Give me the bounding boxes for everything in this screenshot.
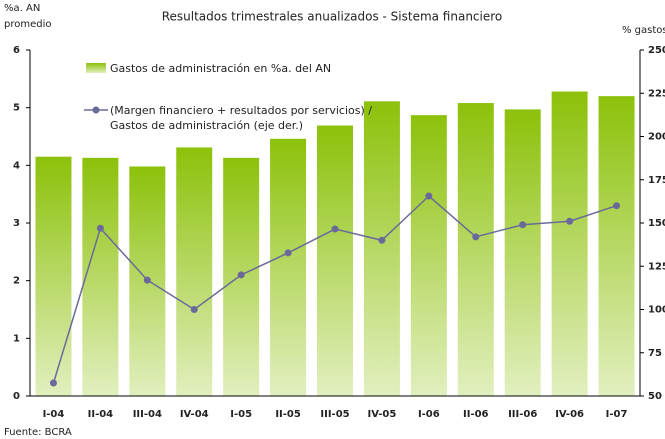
y2-tick-label: 125: [648, 261, 665, 272]
bar: [363, 101, 400, 396]
bar: [410, 115, 447, 396]
y2-tick-label: 75: [648, 348, 662, 359]
x-tick-label: III-04: [133, 409, 162, 420]
legend-bar: Gastos de administración en %a. del AN: [110, 62, 332, 75]
line-marker: [613, 202, 621, 210]
y2-axis-label: % gastos: [622, 25, 665, 36]
legend-swatch: [92, 106, 100, 114]
bar: [551, 91, 588, 397]
bar: [504, 109, 541, 396]
y2-tick-label: 225: [648, 88, 665, 99]
y-tick-label: 1: [13, 333, 20, 344]
x-tick-label: III-05: [320, 409, 349, 420]
line-marker: [472, 233, 480, 241]
line-marker: [425, 192, 433, 200]
bar: [35, 156, 72, 396]
x-tick-label: I-06: [418, 409, 440, 420]
y-tick-label: 3: [13, 218, 20, 229]
y-axis-label: %a. AN: [4, 3, 40, 14]
y-tick-label: 2: [13, 276, 20, 287]
line-marker: [519, 221, 527, 229]
line-marker: [566, 217, 574, 225]
bar: [317, 125, 353, 396]
y2-tick-label: 150: [648, 218, 665, 229]
x-tick-label: IV-06: [555, 409, 584, 420]
line-marker: [331, 225, 339, 233]
legend-swatch: [86, 63, 106, 73]
x-tick-label: III-06: [508, 409, 537, 420]
bar: [270, 138, 307, 396]
bar: [82, 157, 119, 396]
y-axis-label: promedio: [4, 19, 52, 30]
x-tick-label: IV-04: [180, 409, 209, 420]
y2-tick-label: 100: [648, 305, 665, 316]
y2-tick-label: 175: [648, 175, 665, 186]
y-tick-label: 0: [13, 391, 20, 402]
line-marker: [190, 306, 198, 313]
y-tick-label: 4: [13, 160, 20, 171]
x-tick-label: II-04: [88, 409, 114, 420]
chart-title: Resultados trimestrales anualizados - Si…: [162, 10, 503, 24]
line-marker: [143, 276, 151, 284]
line-marker: [237, 271, 245, 279]
y-tick-label: 5: [13, 103, 20, 114]
line-marker: [284, 249, 292, 257]
bar: [598, 96, 635, 396]
y2-tick-label: 50: [648, 391, 662, 402]
x-tick-label: II-06: [463, 409, 489, 420]
source: Fuente: BCRA: [4, 427, 72, 438]
x-tick-label: I-05: [230, 409, 252, 420]
legend-line: (Margen financiero + resultados por serv…: [110, 104, 372, 132]
x-tick-label: IV-05: [368, 409, 397, 420]
bar: [176, 147, 213, 396]
y2-tick-label: 200: [648, 132, 665, 143]
y2-tick-label: 250: [648, 45, 665, 56]
x-tick-label: I-04: [43, 409, 65, 420]
line-marker: [378, 236, 386, 244]
x-tick-label: II-05: [275, 409, 301, 420]
x-tick-label: I-07: [606, 409, 628, 420]
line-marker: [49, 379, 57, 387]
y-tick-label: 6: [13, 45, 20, 56]
line-marker: [96, 224, 104, 232]
bar: [457, 103, 494, 396]
